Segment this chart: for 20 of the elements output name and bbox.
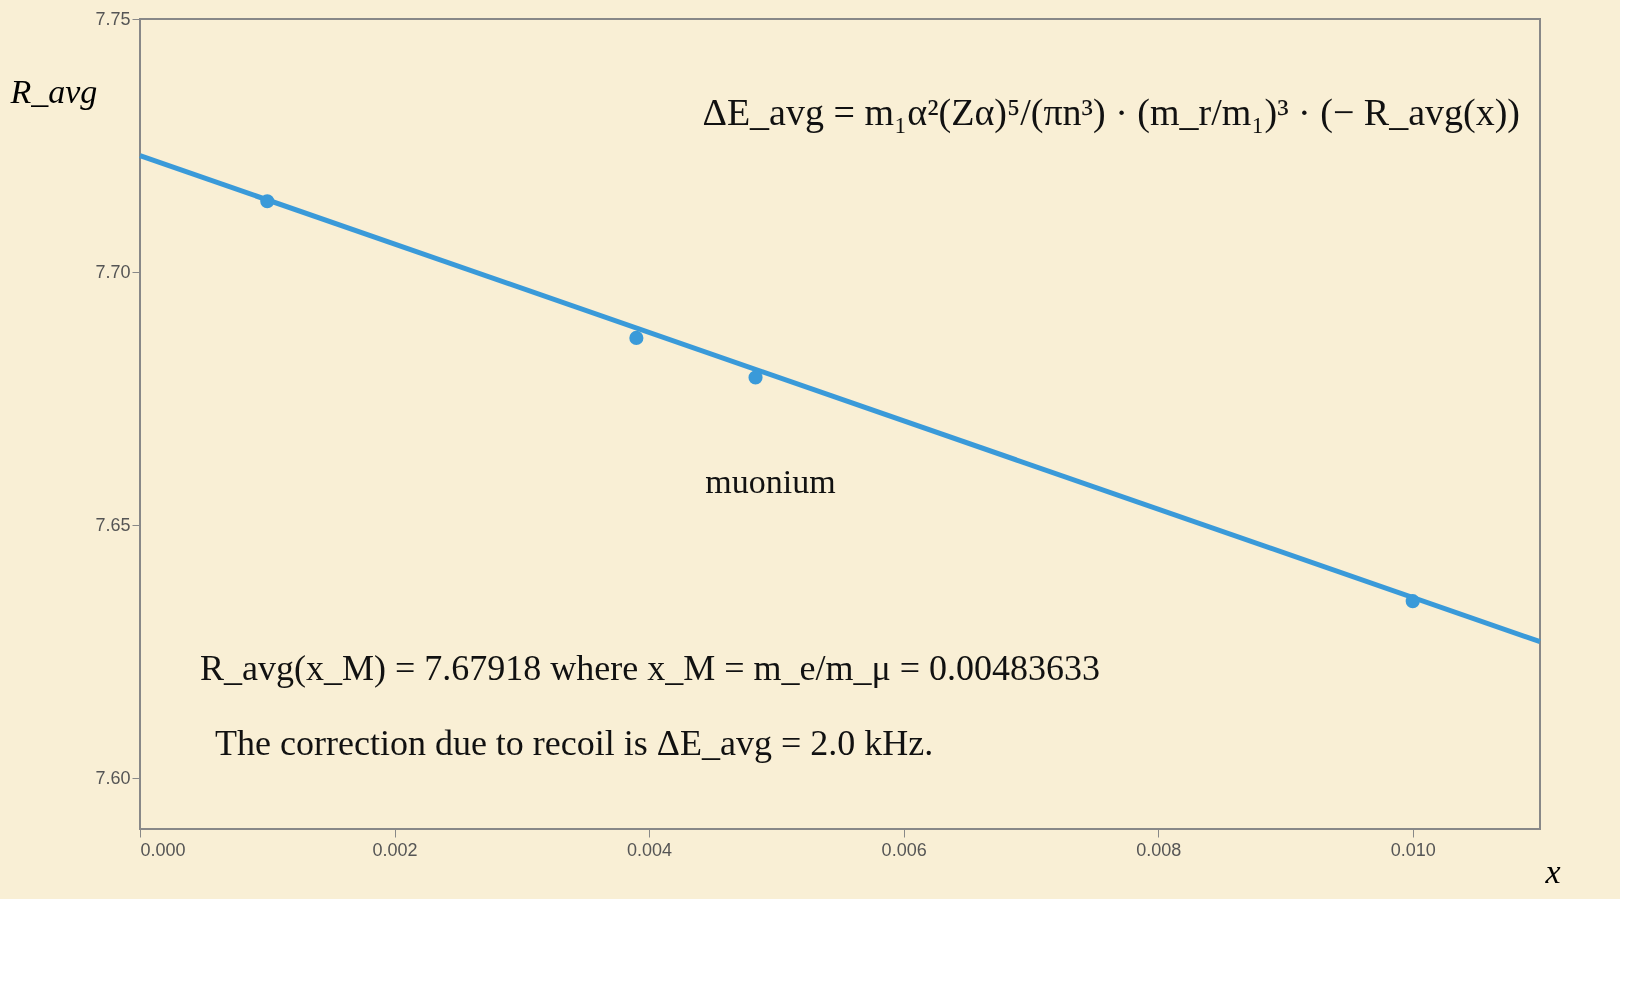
point xyxy=(748,370,763,385)
x-tick-label: 0.010 xyxy=(1390,839,1436,860)
y-axis-title: R_avg xyxy=(9,72,98,110)
x-axis-title: x xyxy=(1544,852,1561,890)
annotation: muonium xyxy=(705,462,836,500)
x-tick-label: 0.004 xyxy=(627,839,673,860)
annotation: ΔE_avg = m₁α²(Zα)⁵/(πn³) · (m_r/m₁)³ · (− R_avg(x)) xyxy=(702,91,1520,134)
point xyxy=(260,194,275,209)
point xyxy=(629,330,644,345)
x-tick-label: 0.002 xyxy=(372,839,418,860)
x-tick-label: 0.006 xyxy=(881,839,927,860)
y-tick-label: 7.65 xyxy=(95,514,131,535)
x-tick-label: 0.008 xyxy=(1136,839,1182,860)
x-tick-label: 0.000 xyxy=(140,839,186,860)
point xyxy=(1405,594,1420,609)
annotation: R_avg(x_M) = 7.67918 where x_M = m_e/m_μ = 0.00483633 xyxy=(200,648,1101,688)
y-tick-label: 7.60 xyxy=(95,767,131,788)
annotation: The correction due to recoil is ΔE_avg = 2.0 kHz. xyxy=(215,723,934,763)
y-tick-label: 7.75 xyxy=(95,8,131,29)
y-tick-label: 7.70 xyxy=(95,261,131,282)
